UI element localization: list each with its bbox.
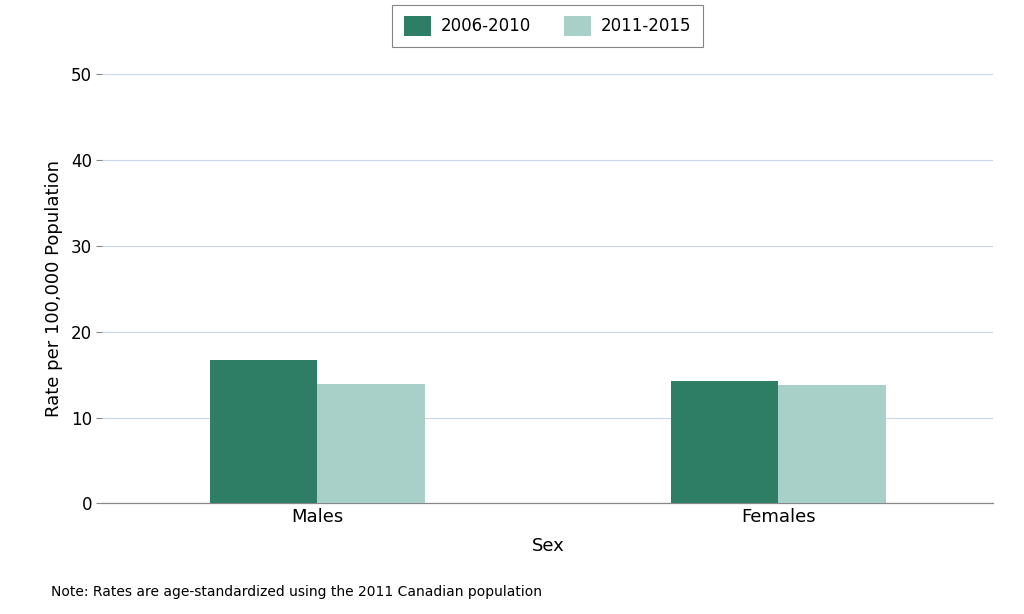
Y-axis label: Rate per 100,000 Population: Rate per 100,000 Population [44,160,62,417]
Legend: 2006-2010, 2011-2015: 2006-2010, 2011-2015 [392,5,703,47]
Text: Note: Rates are age-standardized using the 2011 Canadian population: Note: Rates are age-standardized using t… [51,585,542,599]
Bar [317,384,425,503]
Bar [778,385,886,503]
Bar [671,381,778,503]
X-axis label: Sex: Sex [531,537,564,556]
Bar [210,360,317,503]
